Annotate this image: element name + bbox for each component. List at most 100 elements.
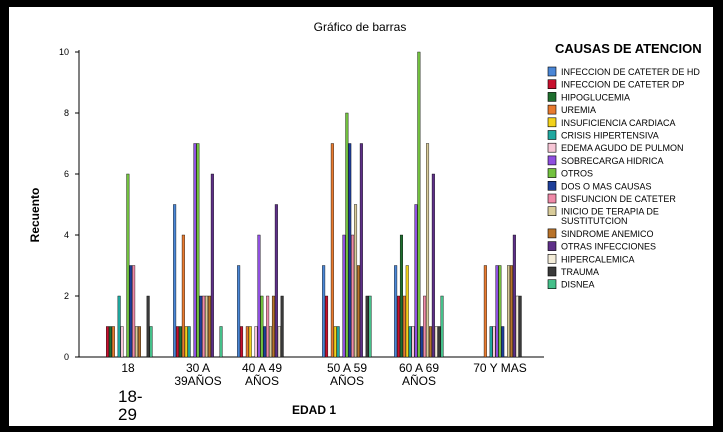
bar xyxy=(356,265,360,358)
legend-item: OTRAS INFECCIONES xyxy=(547,241,656,252)
legend-swatch xyxy=(547,228,557,239)
legend-swatch xyxy=(547,155,557,166)
bar xyxy=(137,326,141,358)
legend-item: TRAUMA xyxy=(547,266,599,277)
chart-title: Gráfico de barras xyxy=(314,20,407,34)
bar xyxy=(126,173,130,358)
bar xyxy=(178,326,182,358)
legend-item: OTROS xyxy=(547,168,593,179)
bar xyxy=(277,326,281,358)
bar xyxy=(402,295,406,358)
bar xyxy=(417,51,421,358)
legend-swatch xyxy=(547,206,557,216)
bar xyxy=(111,326,115,358)
bars-group xyxy=(106,51,522,358)
legend-item: SINDROME ANEMICO xyxy=(547,228,654,239)
legend-label: TRAUMA xyxy=(561,267,599,277)
bar xyxy=(132,265,136,358)
x-axis-label: EDAD 1 xyxy=(292,403,336,417)
legend-label: OTRAS INFECCIONES xyxy=(561,242,656,252)
bar xyxy=(187,326,191,358)
legend-swatch xyxy=(547,142,557,153)
legend-item: HIPOGLUCEMIA xyxy=(547,92,630,102)
legend-item: UREMIA xyxy=(547,104,596,115)
legend-item: INFECCION DE CATETER DE HD xyxy=(547,66,700,77)
bar xyxy=(117,295,121,358)
legend-label: INFECCION DE CATETER DP xyxy=(561,80,684,90)
x-tick-label: 70 Y MAS xyxy=(473,361,527,375)
bar xyxy=(336,326,340,358)
legend-item: SOBRECARGA HIDRICA xyxy=(547,155,664,166)
bar xyxy=(509,265,513,358)
bar xyxy=(266,295,270,358)
legend-swatch xyxy=(547,181,557,191)
x-tick-label: 50 A 59 AÑOS xyxy=(327,361,367,388)
bar xyxy=(330,143,334,358)
x-tick-label: 40 A 49 AÑOS xyxy=(242,361,282,388)
legend-item: DISNEA xyxy=(547,279,595,290)
y-tick-label: 4 xyxy=(64,230,69,240)
legend-label: HIPOGLUCEMIA xyxy=(561,92,630,102)
bar xyxy=(269,326,273,358)
legend-label: DOS O MAS CAUSAS xyxy=(561,181,652,191)
legend-item: DOS O MAS CAUSAS xyxy=(547,181,652,191)
legend-swatch xyxy=(547,117,557,128)
bar xyxy=(512,234,516,358)
bar xyxy=(237,265,241,358)
legend-item: EDEMA AGUDO DE PULMON xyxy=(547,142,684,153)
bar xyxy=(271,295,275,358)
bar xyxy=(149,326,153,358)
legend-label: CRISIS HIPERTENSIVA xyxy=(561,131,659,141)
bar xyxy=(181,234,185,358)
bar xyxy=(437,326,441,358)
bar xyxy=(405,265,409,358)
bar xyxy=(348,143,352,358)
bar xyxy=(426,143,430,358)
bar xyxy=(260,295,264,358)
bar xyxy=(345,112,349,358)
legend-item: INICIO DE TERAPIA DE SUSTITUTCION xyxy=(547,206,659,226)
bar xyxy=(120,326,124,358)
bar xyxy=(280,295,284,358)
legend-item: INSUFICIENCIA CARDIACA xyxy=(547,117,676,128)
bar xyxy=(342,234,346,358)
bar xyxy=(359,143,363,358)
bar xyxy=(518,295,522,358)
bar xyxy=(351,234,355,358)
legend-swatch xyxy=(547,92,557,102)
legend-label: OTROS xyxy=(561,169,593,179)
bar xyxy=(106,326,110,358)
legend-label: INSUFICIENCIA CARDIACA xyxy=(561,118,676,128)
bar xyxy=(219,326,223,358)
legend-swatch xyxy=(547,241,557,251)
bar xyxy=(248,326,252,358)
x-tick-label: 60 A 69 AÑOS xyxy=(399,361,439,388)
bar-chart: Gráfico de barras Recuento EDAD 1 CAUSAS… xyxy=(28,20,702,417)
legend-swatch xyxy=(547,279,557,290)
bar xyxy=(498,265,502,358)
legend-item: CRISIS HIPERTENSIVA xyxy=(547,130,659,141)
bar xyxy=(423,295,427,358)
legend-label: EDEMA AGUDO DE PULMON xyxy=(561,143,684,153)
y-axis-label: Recuento xyxy=(28,188,42,243)
bar xyxy=(434,326,438,358)
bar xyxy=(184,326,188,358)
bar xyxy=(202,295,206,358)
y-tick-label: 2 xyxy=(64,291,69,301)
legend-swatch xyxy=(547,266,557,277)
category-overlay-label: 18- 29 xyxy=(118,387,143,424)
bar xyxy=(254,326,258,358)
legend-swatch xyxy=(547,130,557,140)
chart-panel: Gráfico de barras Recuento EDAD 1 CAUSAS… xyxy=(9,7,713,426)
bar xyxy=(245,326,249,358)
bar xyxy=(431,173,435,358)
legend-label: SOBRECARGA HIDRICA xyxy=(561,156,664,166)
bar xyxy=(394,265,398,358)
bar xyxy=(492,326,496,358)
legend-label: DISFUNCION DE CATETER xyxy=(561,194,676,204)
legend-item: DISFUNCION DE CATETER xyxy=(547,193,676,204)
bar xyxy=(411,326,415,358)
bar xyxy=(354,204,358,358)
bar xyxy=(196,143,200,358)
